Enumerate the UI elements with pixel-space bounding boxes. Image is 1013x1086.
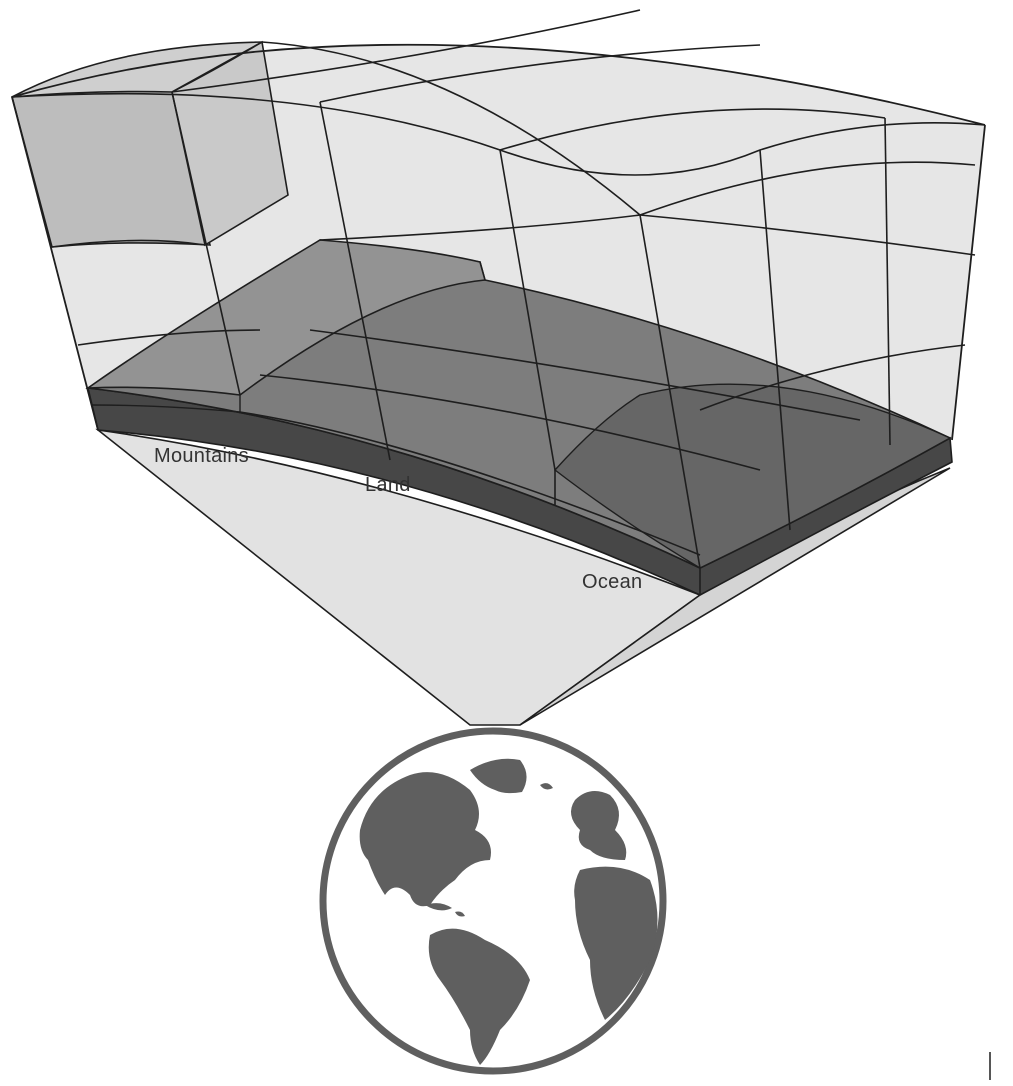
ocean-surface (553, 383, 952, 569)
grid-lines (11, 9, 986, 569)
surface-slab (85, 239, 953, 596)
earth-globe-icon (319, 727, 667, 1075)
mountains-label: Mountains (154, 445, 249, 467)
land-label: Land (365, 474, 411, 496)
mountain-plateau (85, 239, 487, 396)
ocean-label: Ocean (582, 571, 642, 593)
